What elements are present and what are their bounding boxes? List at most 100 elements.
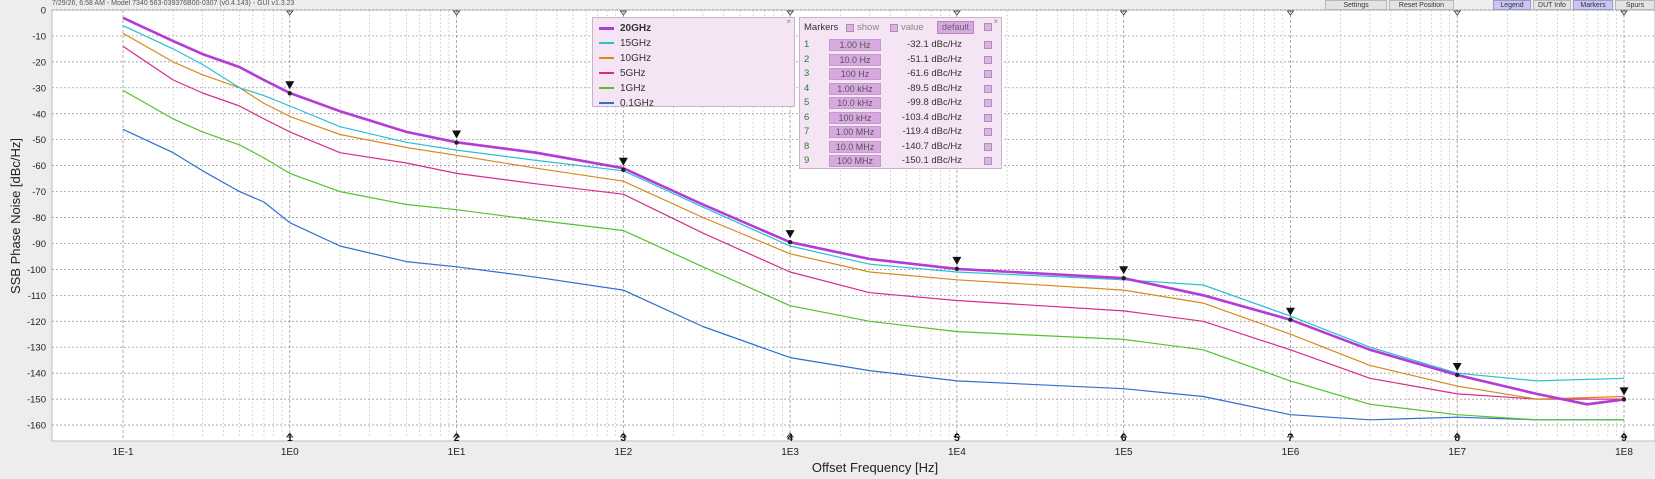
y-tick-label: -160 <box>27 421 46 432</box>
marker-bottom-tick-icon <box>1453 432 1462 438</box>
marker-top-tick-icon <box>285 10 294 16</box>
marker-row: 7 1.00 MHz -119.4 dBc/Hz <box>804 126 999 139</box>
series-line-5ghz <box>122 45 1624 400</box>
marker-index: 5 <box>804 97 810 108</box>
show-checkbox[interactable] <box>846 23 854 32</box>
marker-bottom-tick-icon <box>619 432 628 438</box>
marker-frequency-field[interactable]: 10.0 kHz <box>829 97 881 109</box>
marker-label: 7 <box>1288 433 1294 444</box>
spurs-button[interactable]: Spurs <box>1615 0 1655 10</box>
marker-top-tick-icon <box>1119 10 1128 16</box>
legend-close-icon[interactable]: × <box>786 17 791 26</box>
legend-item-20ghz[interactable]: 20GHz <box>599 21 651 35</box>
marker-enable-checkbox[interactable] <box>984 41 992 49</box>
reset-position-button[interactable]: Reset Position <box>1389 0 1454 10</box>
marker-index: 6 <box>804 111 810 123</box>
y-tick-label: -110 <box>28 291 46 302</box>
marker-triangle-icon <box>1285 307 1295 316</box>
legend-swatch <box>599 42 614 44</box>
marker-row: 6 100 kHz -103.4 dBc/Hz <box>804 111 999 125</box>
markers-close-icon[interactable]: × <box>993 17 998 26</box>
marker-frequency-field[interactable]: 10.0 Hz <box>829 53 881 66</box>
marker-index: 2 <box>804 53 810 65</box>
marker-label: 8 <box>1454 433 1460 444</box>
marker-value: -119.4 dBc/Hz <box>902 126 963 137</box>
legend-item-15ghz[interactable]: 15GHz <box>599 36 651 50</box>
marker-frequency-field[interactable]: 10.0 MHz <box>829 140 881 153</box>
marker-enable-checkbox[interactable] <box>984 142 992 151</box>
marker-index: 9 <box>804 155 810 166</box>
x-axis-label: Offset Frequency [Hz] <box>812 460 938 475</box>
legend-item-0-1ghz[interactable]: 0.1GHz <box>599 96 654 110</box>
marker-bottom-tick-icon <box>1286 432 1295 438</box>
value-label: value <box>901 22 924 33</box>
y-tick-label: 0 <box>41 6 46 17</box>
series-line-15ghz <box>122 25 1625 382</box>
marker-point <box>1288 317 1293 322</box>
legend-swatch <box>599 102 614 104</box>
y-tick-label: -140 <box>27 369 46 380</box>
marker-frequency-field[interactable]: 100 Hz <box>829 68 881 80</box>
marker-point <box>454 140 459 145</box>
y-tick-label: -10 <box>32 31 46 42</box>
legend-toggle-button[interactable]: Legend <box>1493 0 1531 10</box>
default-button[interactable]: default <box>937 21 974 34</box>
marker-index: 3 <box>804 68 810 79</box>
markers-toggle-button[interactable]: Markers <box>1573 0 1613 10</box>
marker-value: -99.8 dBc/Hz <box>907 97 962 108</box>
legend-swatch <box>599 87 614 89</box>
marker-frequency-field[interactable]: 1.00 kHz <box>829 82 881 95</box>
marker-frequency-field[interactable]: 1.00 Hz <box>829 39 881 51</box>
legend-item-5ghz[interactable]: 5GHz <box>599 66 646 80</box>
series-line-0-1ghz <box>122 128 1624 421</box>
marker-bottom-tick-icon <box>786 432 794 438</box>
marker-frequency-field[interactable]: 100 kHz <box>829 111 881 124</box>
legend-label: 10GHz <box>620 52 652 64</box>
marker-triangle-icon <box>1452 362 1462 371</box>
value-toggle[interactable]: value <box>890 21 924 34</box>
y-tick-label: -50 <box>32 135 46 146</box>
y-tick-label: -90 <box>32 239 46 250</box>
marker-frequency-field[interactable]: 100 MHz <box>829 155 881 167</box>
marker-top-tick-icon <box>1286 10 1295 16</box>
marker-point <box>1455 372 1460 378</box>
marker-bottom-tick-icon <box>452 432 461 438</box>
marker-enable-checkbox[interactable] <box>984 55 992 64</box>
value-checkbox[interactable] <box>890 23 898 32</box>
marker-enable-checkbox[interactable] <box>984 128 992 136</box>
y-tick-label: -40 <box>32 109 46 120</box>
marker-label: 6 <box>1121 433 1127 444</box>
x-tick-label: 1E1 <box>448 447 466 458</box>
legend-item-10ghz[interactable]: 10GHz <box>599 51 651 65</box>
y-tick-label: -100 <box>27 265 46 276</box>
marker-enable-checkbox[interactable] <box>984 99 992 107</box>
legend-label: 20GHz <box>620 22 652 34</box>
legend-item-1ghz[interactable]: 1GHz <box>599 81 646 95</box>
marker-label: 2 <box>454 433 460 444</box>
marker-label: 1 <box>287 433 293 444</box>
marker-label: 9 <box>1621 433 1627 444</box>
marker-point <box>954 266 960 272</box>
add-marker-checkbox[interactable] <box>984 23 992 31</box>
marker-enable-checkbox[interactable] <box>984 70 992 78</box>
show-toggle[interactable]: show <box>846 21 879 34</box>
y-tick-label: -30 <box>32 83 46 94</box>
marker-top-tick-icon <box>786 10 794 16</box>
x-tick-label: 1E5 <box>1115 447 1133 458</box>
marker-enable-checkbox[interactable] <box>984 84 992 93</box>
x-tick-label: 1E7 <box>1448 447 1466 458</box>
marker-enable-checkbox[interactable] <box>984 157 992 165</box>
dut-info-button[interactable]: DUT Info <box>1533 0 1571 10</box>
settings-button[interactable]: Settings <box>1325 0 1387 10</box>
marker-row: 5 10.0 kHz -99.8 dBc/Hz <box>804 97 999 110</box>
legend-panel[interactable]: × 20GHz 15GHz 10GHz 5GHz 1GHz 0.1GHz <box>592 17 795 110</box>
marker-row: 2 10.0 Hz -51.1 dBc/Hz <box>804 53 999 67</box>
marker-label: 5 <box>954 433 960 444</box>
marker-index: 7 <box>804 126 810 137</box>
marker-point <box>621 167 626 172</box>
marker-value: -150.1 dBc/Hz <box>901 155 962 166</box>
marker-value: -140.7 dBc/Hz <box>901 140 962 152</box>
marker-triangle-icon <box>785 230 795 239</box>
marker-frequency-field[interactable]: 1.00 MHz <box>829 126 881 138</box>
marker-enable-checkbox[interactable] <box>984 113 992 122</box>
